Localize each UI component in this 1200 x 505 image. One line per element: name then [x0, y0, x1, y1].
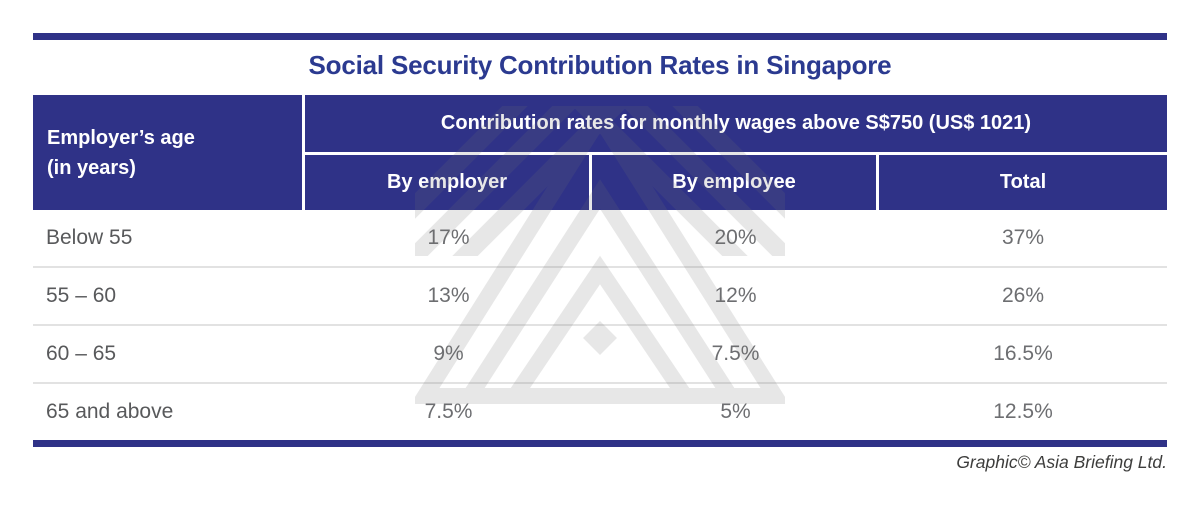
bottom-accent-bar	[33, 440, 1167, 447]
table-header-span: Contribution rates for monthly wages abo…	[305, 95, 1167, 152]
cell-by-employer: 17%	[427, 226, 470, 249]
header-age-line2: (in years)	[47, 156, 136, 179]
cell-by-employee: 5%	[720, 400, 751, 423]
contribution-rates-table: Employer’s age (in years) Contribution r…	[33, 95, 1167, 447]
row-label: Below 55	[46, 226, 133, 249]
cell-by-employer: 7.5%	[424, 400, 473, 423]
cell-by-employee: 20%	[714, 226, 757, 249]
cell-by-employee: 12%	[714, 284, 757, 307]
cell-total: 16.5%	[993, 342, 1053, 365]
column-header-by-employee: By employee	[592, 155, 876, 210]
table-row: 65 and above 7.5% 5% 12.5%	[33, 382, 1167, 440]
row-label: 65 and above	[46, 400, 174, 423]
cell-total: 12.5%	[993, 400, 1053, 423]
row-label: 55 – 60	[46, 284, 117, 307]
row-label: 60 – 65	[46, 342, 117, 365]
cell-total: 26%	[1001, 284, 1045, 307]
table-row: 55 – 60 13% 12% 26%	[33, 266, 1167, 324]
cell-by-employer: 13%	[427, 284, 470, 307]
table-row: 60 – 65 9% 7.5% 16.5%	[33, 324, 1167, 382]
page-title: Social Security Contribution Rates in Si…	[308, 50, 892, 80]
cell-by-employee: 7.5%	[711, 342, 760, 365]
table-body: Below 55 17% 20% 37% 55 – 60 13% 12% 26%…	[33, 210, 1167, 440]
cell-total: 37%	[1001, 226, 1045, 249]
cell-by-employer: 9%	[433, 342, 464, 365]
header-age-line1: Employer’s age	[47, 126, 195, 149]
table-header-employer-age: Employer’s age (in years)	[33, 95, 302, 210]
table-row: Below 55 17% 20% 37%	[33, 210, 1167, 266]
column-header-by-employer: By employer	[305, 155, 589, 210]
top-accent-bar	[33, 33, 1167, 40]
column-header-total: Total	[879, 155, 1167, 210]
credit-text: Graphic© Asia Briefing Ltd.	[956, 452, 1167, 472]
